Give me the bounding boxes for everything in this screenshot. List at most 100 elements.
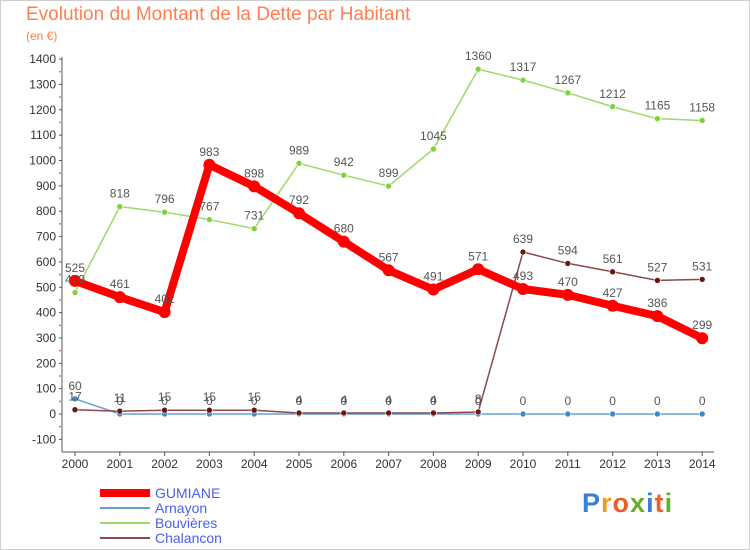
data-label: 0 [206, 394, 213, 408]
y-tick-label: 800 [36, 204, 56, 218]
data-label: 15 [248, 390, 262, 404]
data-point [427, 283, 440, 296]
data-label: 60 [68, 379, 82, 393]
y-minor-tick [59, 324, 61, 327]
data-point [561, 288, 574, 301]
x-tick-label: 2001 [106, 457, 133, 471]
data-label: 479 [65, 273, 85, 287]
data-label: 898 [244, 166, 264, 180]
data-label: 493 [513, 269, 533, 283]
y-tick-label: 1100 [30, 128, 56, 142]
x-tick-label: 2007 [375, 457, 402, 471]
y-tick-label: 0 [49, 407, 56, 421]
data-point [382, 264, 395, 277]
data-label: 792 [289, 193, 309, 207]
data-label: 899 [379, 166, 399, 180]
data-label: 0 [116, 394, 123, 408]
data-label: 571 [468, 249, 488, 263]
y-tick-label: 400 [36, 306, 56, 320]
x-tick-label: 2013 [644, 457, 671, 471]
data-point [474, 408, 482, 416]
legend-label: Arnayon [155, 500, 207, 516]
data-label: 0 [520, 394, 527, 408]
data-point [609, 103, 616, 111]
data-point [206, 216, 213, 223]
data-label: 731 [244, 209, 264, 223]
data-point [71, 395, 79, 403]
data-label: 11 [114, 391, 127, 405]
data-label: 1165 [644, 99, 670, 113]
data-point [564, 410, 572, 418]
data-point [698, 410, 706, 418]
data-point [564, 89, 572, 97]
y-tick-label: 700 [36, 230, 56, 244]
data-label: 818 [110, 187, 130, 201]
data-point [158, 306, 171, 319]
data-point [71, 406, 79, 413]
data-label: 15 [203, 390, 217, 404]
data-label: 1212 [599, 87, 626, 101]
data-label: 0 [564, 394, 571, 408]
y-minor-tick [59, 273, 61, 276]
data-point [609, 410, 616, 418]
data-label: 8 [475, 392, 482, 406]
chart-title: Evolution du Montant de la Dette par Hab… [26, 4, 411, 25]
logo-letter: i [646, 488, 655, 518]
data-point [519, 248, 527, 256]
y-minor-tick [59, 400, 61, 403]
data-label: 0 [340, 394, 347, 408]
y-minor-tick [59, 70, 61, 73]
x-tick-label: 2003 [196, 457, 223, 471]
y-minor-tick [59, 299, 61, 301]
y-minor-tick [59, 349, 61, 352]
data-point [161, 406, 168, 414]
data-label: 942 [334, 155, 354, 169]
data-point [651, 310, 664, 323]
data-point [385, 182, 392, 190]
data-point [609, 268, 616, 276]
x-tick-label: 2006 [330, 457, 357, 471]
data-point [698, 117, 706, 124]
x-tick-label: 2000 [62, 457, 89, 471]
data-point [161, 208, 168, 216]
y-tick-label: 900 [36, 179, 56, 193]
data-label: 1317 [510, 60, 537, 74]
data-label: 567 [379, 250, 399, 264]
x-tick-label: 2014 [689, 457, 716, 471]
data-label: 0 [296, 394, 303, 408]
data-point [340, 171, 348, 179]
data-label: 299 [692, 318, 712, 332]
x-tick-label: 2005 [286, 457, 313, 471]
y-tick-label: -100 [32, 432, 56, 446]
data-label: 0 [430, 394, 437, 408]
data-label: 15 [158, 390, 172, 404]
data-label: 639 [513, 232, 533, 246]
data-point [519, 410, 527, 418]
data-point [472, 263, 485, 276]
data-point [474, 65, 482, 73]
data-label: 1267 [554, 73, 581, 87]
data-label: 461 [110, 277, 130, 291]
data-point [385, 409, 392, 417]
x-tick-label: 2012 [599, 457, 626, 471]
data-label: 594 [558, 243, 578, 257]
y-tick-label: 300 [36, 331, 56, 345]
data-label: 767 [199, 200, 219, 214]
legend-label: Bouvières [155, 515, 217, 531]
logo-letter: t [654, 488, 665, 518]
data-point [116, 407, 124, 415]
data-label: 386 [647, 296, 667, 310]
data-label: 1045 [420, 129, 447, 143]
y-minor-tick [59, 96, 61, 99]
y-minor-tick [59, 425, 61, 428]
data-point [206, 406, 213, 414]
y-tick-label: 500 [36, 280, 56, 294]
data-point [430, 409, 437, 417]
data-point [606, 299, 619, 312]
data-label: 491 [423, 270, 443, 284]
legend-label: GUMIANE [155, 485, 220, 501]
data-point [69, 274, 81, 287]
data-point [654, 115, 661, 122]
